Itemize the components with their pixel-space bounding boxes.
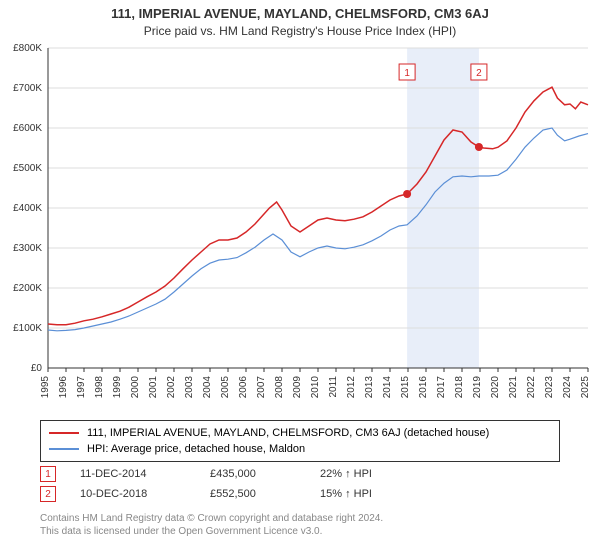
svg-text:2005: 2005	[220, 376, 231, 399]
sales-table: 1 11-DEC-2014 £435,000 22% ↑ HPI 2 10-DE…	[40, 464, 440, 504]
svg-text:2020: 2020	[490, 376, 501, 399]
svg-text:£100K: £100K	[13, 323, 42, 334]
svg-text:£700K: £700K	[13, 83, 42, 94]
svg-text:2001: 2001	[148, 376, 159, 399]
svg-text:1995: 1995	[40, 376, 51, 399]
legend-label: 111, IMPERIAL AVENUE, MAYLAND, CHELMSFOR…	[87, 427, 489, 439]
chart-plot: £0 £100K £200K £300K £400K £500K £600K £700K £80…	[0, 42, 600, 412]
svg-text:2025: 2025	[580, 376, 591, 399]
svg-text:2015: 2015	[400, 376, 411, 399]
svg-text:£300K: £300K	[13, 243, 42, 254]
svg-text:2008: 2008	[274, 376, 285, 399]
svg-text:£500K: £500K	[13, 163, 42, 174]
svg-text:2007: 2007	[256, 376, 267, 399]
svg-text:2017: 2017	[436, 376, 447, 399]
sale-date: 11-DEC-2014	[80, 468, 210, 480]
svg-text:2023: 2023	[544, 376, 555, 399]
legend: 111, IMPERIAL AVENUE, MAYLAND, CHELMSFOR…	[40, 420, 560, 462]
chart-title: 111, IMPERIAL AVENUE, MAYLAND, CHELMSFOR…	[0, 0, 600, 21]
footnote: Contains HM Land Registry data © Crown c…	[40, 512, 383, 538]
svg-text:2019: 2019	[472, 376, 483, 399]
svg-text:2002: 2002	[166, 376, 177, 399]
svg-text:2016: 2016	[418, 376, 429, 399]
svg-text:2010: 2010	[310, 376, 321, 399]
svg-text:£0: £0	[31, 363, 43, 374]
svg-text:1999: 1999	[112, 376, 123, 399]
legend-swatch	[49, 432, 79, 434]
legend-item: HPI: Average price, detached house, Mald…	[49, 441, 551, 457]
svg-text:1998: 1998	[94, 376, 105, 399]
svg-text:2004: 2004	[202, 376, 213, 399]
svg-text:2022: 2022	[526, 376, 537, 399]
sale-price: £435,000	[210, 468, 320, 480]
footnote-line: This data is licensed under the Open Gov…	[40, 525, 383, 538]
svg-text:2012: 2012	[346, 376, 357, 399]
sales-row: 2 10-DEC-2018 £552,500 15% ↑ HPI	[40, 484, 440, 504]
sale-marker-icon: 2	[40, 486, 56, 502]
svg-text:£400K: £400K	[13, 203, 42, 214]
svg-text:2000: 2000	[130, 376, 141, 399]
svg-text:2024: 2024	[562, 376, 573, 399]
svg-text:2021: 2021	[508, 376, 519, 399]
sale-marker-icon: 1	[40, 466, 56, 482]
svg-text:1997: 1997	[76, 376, 87, 399]
svg-text:1996: 1996	[58, 376, 69, 399]
chart-container: 111, IMPERIAL AVENUE, MAYLAND, CHELMSFOR…	[0, 0, 600, 560]
svg-text:2006: 2006	[238, 376, 249, 399]
svg-text:2014: 2014	[382, 376, 393, 399]
svg-text:2018: 2018	[454, 376, 465, 399]
sale-price: £552,500	[210, 488, 320, 500]
sale-date: 10-DEC-2018	[80, 488, 210, 500]
svg-text:2003: 2003	[184, 376, 195, 399]
legend-item: 111, IMPERIAL AVENUE, MAYLAND, CHELMSFOR…	[49, 425, 551, 441]
svg-text:2011: 2011	[328, 376, 339, 398]
sale-diff: 22% ↑ HPI	[320, 468, 440, 480]
svg-text:£200K: £200K	[13, 283, 42, 294]
svg-text:1: 1	[404, 68, 410, 79]
chart-subtitle: Price paid vs. HM Land Registry's House …	[0, 21, 600, 44]
sales-row: 1 11-DEC-2014 £435,000 22% ↑ HPI	[40, 464, 440, 484]
chart-svg: £0 £100K £200K £300K £400K £500K £600K £700K £80…	[0, 42, 600, 412]
legend-label: HPI: Average price, detached house, Mald…	[87, 443, 305, 455]
svg-text:2: 2	[476, 68, 482, 79]
sale-diff: 15% ↑ HPI	[320, 488, 440, 500]
svg-text:2013: 2013	[364, 376, 375, 399]
svg-text:£800K: £800K	[13, 43, 42, 54]
svg-text:£600K: £600K	[13, 123, 42, 134]
legend-swatch	[49, 448, 79, 450]
footnote-line: Contains HM Land Registry data © Crown c…	[40, 512, 383, 525]
svg-text:2009: 2009	[292, 376, 303, 399]
